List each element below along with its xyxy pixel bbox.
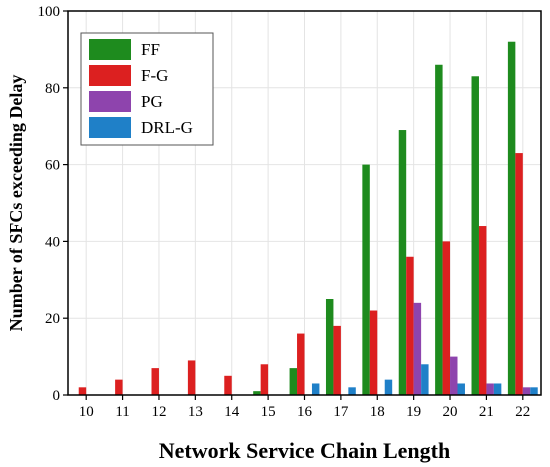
x-axis-title: Network Service Chain Length [159, 438, 450, 463]
bar-ff-20 [435, 64, 443, 395]
bar-ff-22 [507, 41, 516, 395]
x-tick-label: 18 [370, 404, 385, 420]
bar-f-g-12 [151, 368, 159, 395]
bar-drl-g-16 [311, 383, 320, 395]
bar-ff-19 [398, 130, 407, 396]
bar-layer [78, 41, 538, 396]
legend-swatch [89, 65, 131, 86]
x-tick-label: 22 [515, 404, 530, 420]
bar-f-g-14 [224, 375, 232, 395]
bar-f-g-10 [78, 387, 87, 395]
x-tick-label: 19 [406, 404, 421, 420]
bar-drl-g-22 [530, 387, 538, 395]
legend-swatch [89, 39, 131, 60]
bar-ff-15 [253, 391, 261, 395]
bar-f-g-18 [369, 310, 378, 395]
tick-layer: 0 20 40 60 80 100 10 11 12 13 14 15 16 17 18 19 20 21 22 [38, 4, 531, 420]
y-axis-title: Number of SFCs exceeding Delay [6, 75, 26, 332]
y-tick-label: 40 [45, 234, 60, 250]
bar-pg-21 [486, 383, 494, 395]
legend-label: FF [141, 40, 160, 59]
x-tick-label: 11 [115, 404, 129, 420]
bar-ff-18 [362, 164, 370, 395]
x-tick-label: 15 [261, 404, 276, 420]
legend-label: DRL-G [141, 118, 193, 137]
bar-drl-g-19 [421, 364, 429, 395]
x-tick-label: 20 [443, 404, 458, 420]
bar-ff-17 [325, 299, 334, 395]
legend: FF F-G PG DRL-G [80, 32, 214, 146]
bar-f-g-22 [515, 153, 523, 395]
bar-drl-g-18 [384, 379, 393, 395]
x-tick-label: 17 [333, 404, 349, 420]
y-tick-label: 20 [45, 311, 60, 327]
bar-f-g-13 [187, 360, 196, 395]
bar-pg-20 [450, 356, 458, 395]
bar-f-g-20 [442, 241, 451, 395]
bar-f-g-17 [333, 325, 341, 395]
bar-f-g-15 [260, 364, 269, 395]
y-tick-label: 0 [53, 388, 61, 404]
legend-label: PG [141, 92, 163, 111]
bar-f-g-19 [406, 256, 414, 395]
x-tick-label: 13 [188, 404, 203, 420]
x-tick-label: 10 [79, 404, 94, 420]
bar-pg-19 [413, 302, 422, 395]
bar-f-g-16 [297, 333, 305, 395]
y-tick-label: 100 [38, 4, 61, 20]
bar-ff-16 [289, 368, 298, 395]
x-tick-label: 21 [479, 404, 494, 420]
bar-f-g-11 [115, 379, 123, 395]
x-tick-label: 16 [297, 404, 313, 420]
bar-f-g-21 [478, 226, 487, 395]
bar-drl-g-17 [348, 387, 356, 395]
y-tick-label: 80 [45, 81, 60, 97]
bar-ff-21 [471, 76, 479, 395]
x-tick-label: 12 [151, 404, 166, 420]
bar-drl-g-20 [457, 383, 465, 395]
bar-drl-g-21 [493, 383, 502, 395]
bar-pg-22 [522, 387, 531, 395]
y-tick-label: 60 [45, 158, 60, 174]
legend-swatch [89, 91, 131, 112]
legend-label: F-G [141, 66, 168, 85]
x-tick-label: 14 [224, 404, 240, 420]
legend-swatch [89, 117, 131, 138]
